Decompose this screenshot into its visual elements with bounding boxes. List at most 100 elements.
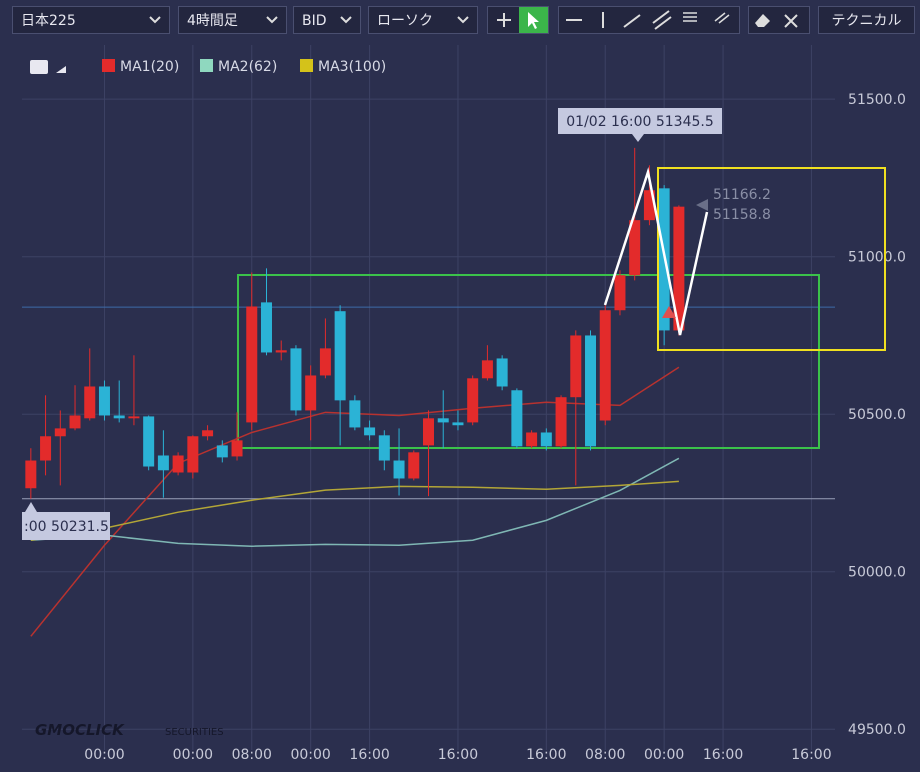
ma-line (30, 366, 680, 637)
candle-body (452, 422, 464, 426)
x-tick-label: 16:00 (791, 747, 831, 763)
y-tick-label: 50500.0 (848, 407, 906, 423)
candle-body (496, 358, 508, 387)
symbol: 日本225 (21, 13, 76, 29)
candle-body (84, 386, 96, 419)
y-tick-label: 51000.0 (848, 250, 906, 266)
x-tick-label: 08:00 (232, 747, 272, 763)
x-tick-label: 00:00 (84, 747, 124, 763)
tooltip-pointer (632, 134, 644, 142)
candle-body (40, 436, 52, 461)
candle-body (673, 206, 685, 331)
candle-body (364, 427, 376, 436)
timeframe: 4時間足 (187, 13, 238, 29)
candle-body (408, 452, 420, 479)
candle-body (467, 378, 479, 423)
candle-body (216, 445, 228, 458)
x-tick-label: 00:00 (644, 747, 684, 763)
y-tick-label: 49500.0 (848, 722, 906, 738)
candle-body (481, 360, 493, 379)
candle-body (260, 302, 272, 353)
legend-swatch (102, 59, 115, 72)
candle-body (437, 418, 449, 423)
candle-body (246, 306, 258, 423)
candle-body (319, 348, 331, 376)
erase-tools[interactable] (748, 6, 810, 34)
candle-body (128, 416, 140, 419)
candle-body (526, 432, 538, 447)
cursor-tools[interactable] (487, 6, 549, 34)
candle-body (643, 190, 655, 221)
candle-body (231, 440, 243, 457)
candle-body (54, 428, 66, 437)
price-marker (696, 199, 708, 211)
high-label: 01/02 16:00 51345.5 (566, 114, 714, 130)
legend-label: MA1(20) (120, 59, 179, 75)
candle-body (378, 435, 390, 461)
candle-body (157, 455, 169, 471)
price-label: 51166.2 (713, 187, 771, 203)
symbol-select[interactable]: 日本225 (12, 6, 170, 34)
indicators: テクニカル (831, 13, 902, 29)
candle-body (187, 436, 199, 473)
x-tick-label: 16:00 (438, 747, 478, 763)
candle-body (290, 348, 302, 411)
y-tick-label: 51500.0 (848, 92, 906, 108)
chart: 49500.0 50000.0 50500.0 51000.0 51500.0 00:00… (22, 45, 906, 763)
tooltip-pointer (25, 502, 37, 512)
draw-tools[interactable] (558, 6, 740, 34)
candle-body (113, 415, 125, 419)
ma-line (30, 480, 679, 541)
candle-body (423, 418, 434, 446)
price-label: 51158.8 (713, 207, 771, 223)
candle-body (25, 460, 37, 489)
candle-body (349, 400, 361, 428)
technical-button[interactable]: テクニカル (818, 6, 915, 34)
candle-body (585, 335, 597, 447)
x-tick-label: 16:00 (526, 747, 566, 763)
candle-body (69, 415, 81, 429)
x-tick-label: 00:00 (290, 747, 330, 763)
style-select[interactable]: ローソク (368, 6, 478, 34)
y-tick-label: 50000.0 (848, 565, 906, 581)
x-tick-label: 16:00 (703, 747, 743, 763)
candle-body (614, 275, 626, 311)
price-type: BID (302, 13, 327, 29)
tooltip-box (22, 512, 110, 540)
candle-body (334, 311, 346, 401)
candle-body (143, 416, 155, 467)
chart-style: ローソク (377, 13, 433, 29)
legend-label: MA3(100) (318, 59, 386, 75)
drawing-icon (56, 66, 66, 73)
low-label: :00 50231.5 (24, 519, 109, 535)
candle-body (555, 397, 567, 447)
candle-body (540, 432, 552, 447)
drawing-box (237, 274, 820, 449)
watermark: GMOCLICK (35, 721, 125, 739)
ma-line (30, 457, 680, 547)
legend-swatch (200, 59, 213, 72)
candle-body (599, 310, 611, 421)
order-marker (662, 306, 676, 318)
drawing-box (657, 167, 886, 351)
timeframe-select[interactable]: 4時間足 (178, 6, 287, 34)
tooltip-box (558, 108, 722, 134)
candle-body (393, 460, 405, 479)
candle-body (570, 335, 582, 398)
candle-body (172, 455, 184, 473)
price-type-select[interactable]: BID (293, 6, 361, 34)
x-tick-label: 00:00 (173, 747, 213, 763)
watermark-sub: SECURITIES (165, 727, 224, 738)
candle-body (202, 430, 214, 437)
legend-swatch (300, 59, 313, 72)
drawing-zigzag (603, 167, 709, 336)
comment-icon (30, 60, 48, 74)
legend-label: MA2(62) (218, 59, 277, 75)
candle-body (511, 390, 523, 447)
candle-body (629, 220, 641, 276)
candle-body (275, 350, 287, 353)
candle-body (305, 375, 317, 411)
x-tick-label: 08:00 (585, 747, 625, 763)
candle-body (98, 386, 110, 416)
